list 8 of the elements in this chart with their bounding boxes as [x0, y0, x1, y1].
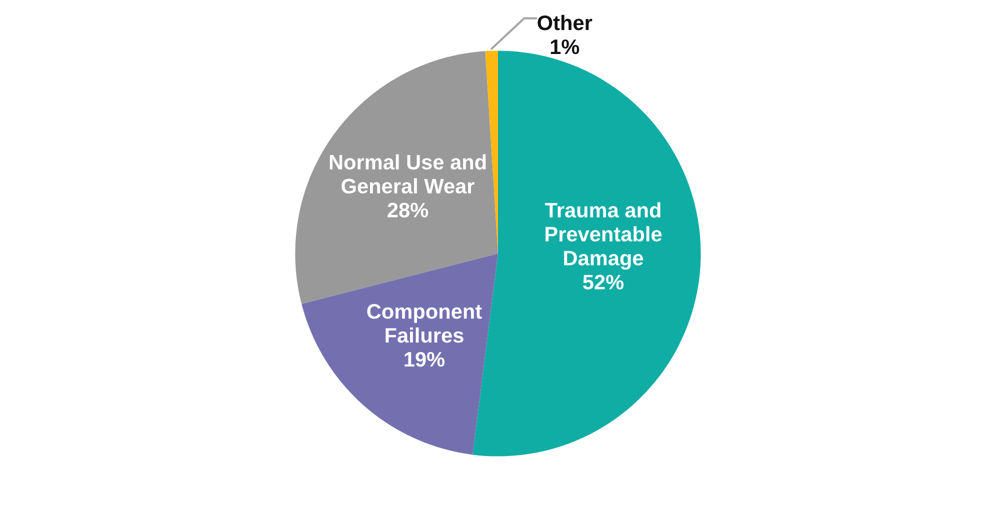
- data-label: 1%: [550, 39, 580, 54]
- slice-label: Component Failures: [367, 304, 482, 343]
- slice-label: Normal Use and General Wear: [330, 154, 486, 194]
- data-label: 19%: [404, 352, 445, 367]
- data-label: 52%: [583, 274, 624, 290]
- data-label: 28%: [388, 202, 428, 218]
- slice-label: Trauma and Preventable Damage: [545, 202, 662, 270]
- slice-label: Other: [538, 14, 592, 30]
